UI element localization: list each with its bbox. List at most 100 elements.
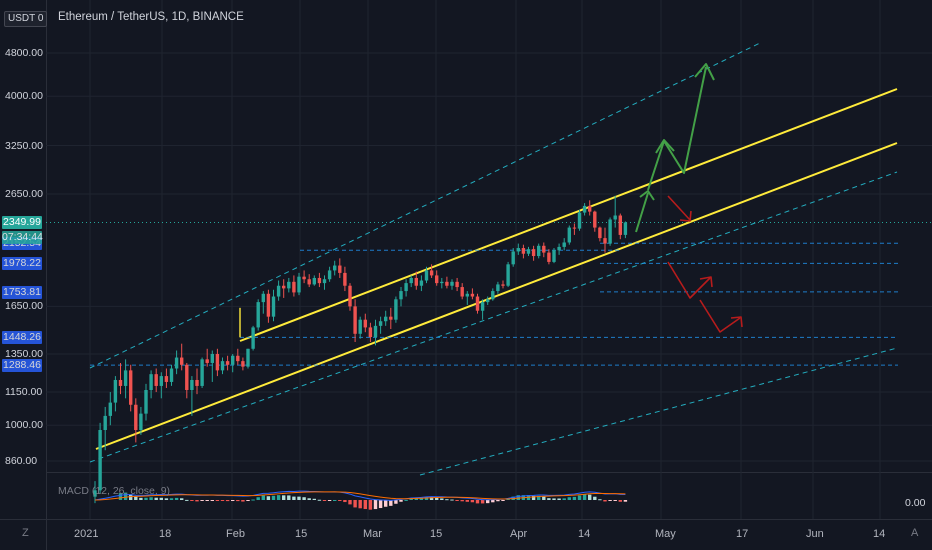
candle-body bbox=[185, 364, 189, 390]
price-level-tag: 1978.22 bbox=[2, 257, 42, 271]
candle-body bbox=[246, 348, 250, 367]
candle-body bbox=[363, 319, 367, 328]
macd-histogram-bar bbox=[348, 500, 352, 505]
candle-body bbox=[266, 293, 271, 317]
macd-histogram-bar bbox=[424, 496, 429, 500]
candle-body bbox=[225, 361, 230, 365]
candle-body bbox=[302, 276, 306, 280]
macd-histogram-bar bbox=[445, 499, 449, 501]
up-arrow-path bbox=[647, 66, 707, 191]
macd-histogram-bar bbox=[343, 500, 347, 503]
candle-body bbox=[491, 291, 495, 300]
channel-outer-lower bbox=[89, 171, 898, 463]
zoom-toggle-button[interactable]: Z bbox=[22, 527, 29, 539]
candle-body bbox=[470, 293, 475, 297]
macd-histogram-bar bbox=[220, 500, 225, 501]
candle-body bbox=[348, 285, 352, 307]
candle-body bbox=[618, 215, 622, 235]
candle-body bbox=[373, 325, 378, 338]
candle-body bbox=[149, 374, 153, 390]
macd-histogram-bar bbox=[302, 497, 306, 500]
candle-body bbox=[496, 284, 500, 292]
candle-body bbox=[593, 211, 597, 228]
time-axis-label: Apr bbox=[510, 528, 528, 540]
time-axis-label: 2021 bbox=[74, 528, 99, 540]
candle-body bbox=[129, 370, 133, 405]
last-price-tag: 2349.99 bbox=[2, 216, 42, 229]
up-arrow-short bbox=[635, 192, 649, 233]
candle-body bbox=[261, 293, 265, 303]
pane-divider[interactable] bbox=[46, 472, 932, 473]
candle-body bbox=[501, 284, 505, 286]
price-level-tag: 1753.81 bbox=[2, 285, 42, 299]
currency-badge[interactable]: USDT 0 bbox=[4, 11, 48, 27]
time-axis-label: Jun bbox=[806, 528, 824, 540]
price-axis-divider bbox=[46, 0, 47, 550]
candle-body bbox=[93, 490, 97, 497]
candle-body bbox=[552, 250, 556, 262]
macd-histogram-bar bbox=[577, 495, 582, 500]
macd-histogram-bar bbox=[547, 498, 551, 500]
candle-body bbox=[414, 277, 418, 286]
projection-arrows bbox=[635, 63, 743, 333]
candle-body bbox=[134, 404, 138, 431]
macd-histogram-bar bbox=[149, 497, 153, 500]
macd-histogram-bar bbox=[205, 500, 209, 501]
candle-body bbox=[378, 321, 383, 326]
channel-outer-upper bbox=[89, 42, 761, 369]
macd-histogram-bar bbox=[363, 500, 367, 510]
macd-histogram-bar bbox=[174, 497, 179, 500]
time-axis-label: 17 bbox=[736, 528, 749, 540]
macd-histogram-bar bbox=[154, 497, 158, 500]
candle-body bbox=[343, 272, 347, 286]
macd-histogram-bar bbox=[338, 500, 342, 501]
price-axis-label: 860.00 bbox=[5, 455, 38, 467]
macd-indicator-label[interactable]: MACD (12, 26, close, 9) bbox=[58, 485, 171, 497]
candle-body bbox=[368, 327, 373, 338]
candle-body bbox=[424, 270, 429, 281]
time-axis-label: Feb bbox=[226, 528, 245, 540]
macd-histogram-bar bbox=[557, 498, 561, 500]
macd-histogram-bar bbox=[159, 497, 163, 500]
candle-body bbox=[205, 359, 209, 363]
auto-scale-button[interactable]: A bbox=[911, 527, 919, 539]
macd-histogram-bar bbox=[470, 500, 475, 503]
candle-body bbox=[333, 265, 337, 271]
macd-histogram-bar bbox=[429, 497, 434, 500]
candle-body bbox=[486, 299, 490, 303]
macd-histogram-bar bbox=[327, 500, 332, 501]
candle-body bbox=[256, 302, 260, 328]
price-axis-label: 1150.00 bbox=[5, 386, 43, 399]
macd-histogram-bar bbox=[246, 500, 250, 501]
macd-histogram-bar bbox=[394, 500, 398, 504]
candle-body bbox=[215, 354, 220, 371]
channel-upper-line bbox=[239, 88, 898, 342]
time-axis-label: 15 bbox=[295, 528, 308, 540]
macd-histogram-bar bbox=[210, 500, 214, 501]
macd-histogram-bar bbox=[465, 500, 469, 502]
macd-histogram-bar bbox=[537, 495, 541, 500]
macd-histogram-bar bbox=[618, 500, 622, 502]
candle-body bbox=[144, 389, 148, 414]
candle-body bbox=[445, 281, 449, 286]
candle-body bbox=[98, 430, 102, 491]
macd-histogram-bar bbox=[241, 500, 245, 502]
channel-far-lower bbox=[419, 347, 898, 476]
macd-histogram-bar bbox=[582, 494, 587, 500]
candle-body bbox=[435, 275, 439, 284]
macd-histogram-bar bbox=[542, 496, 546, 500]
macd-histogram-bar bbox=[414, 498, 418, 500]
macd-histogram-bar bbox=[200, 500, 204, 501]
candle-body bbox=[241, 361, 245, 367]
candle-body bbox=[123, 370, 128, 386]
price-axis-label: 3250.00 bbox=[5, 139, 43, 152]
candle-body bbox=[557, 246, 561, 251]
macd-histogram-bar bbox=[588, 494, 592, 500]
macd-histogram-bar bbox=[118, 493, 123, 500]
candle-body bbox=[516, 248, 520, 252]
candle-body bbox=[139, 413, 143, 431]
candle-body bbox=[231, 355, 235, 365]
candle-body bbox=[287, 281, 291, 289]
